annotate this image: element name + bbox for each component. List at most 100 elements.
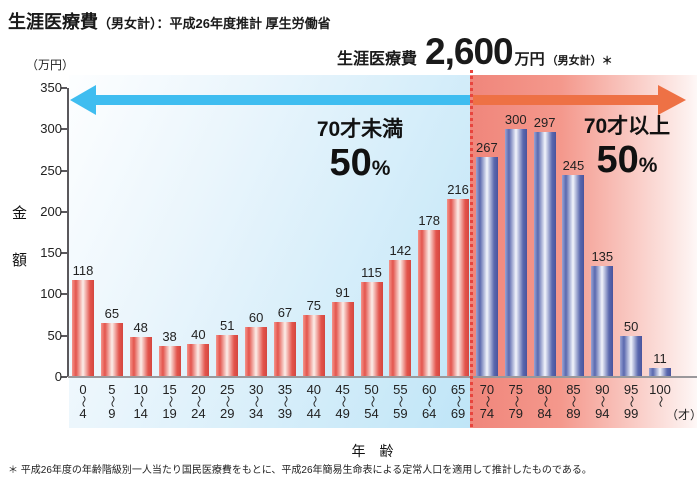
bar — [591, 266, 614, 377]
y-axis-unit: （万円） — [26, 58, 75, 72]
bar — [158, 346, 181, 377]
bar-value-label: 135 — [591, 249, 614, 264]
bar — [649, 368, 671, 377]
bar — [216, 335, 239, 377]
headline-note: （男女計）＊ — [546, 55, 613, 67]
bar-value-label: 245 — [562, 158, 585, 173]
x-axis-title: 年 齢 — [351, 443, 394, 459]
y-axis-tick — [61, 170, 67, 172]
bar — [447, 199, 470, 377]
y-axis-tick-label: 300 — [40, 121, 62, 136]
x-axis-category-label: 90 〜 94 — [595, 382, 610, 421]
annotation-under-70-label: 70才未満 — [316, 118, 404, 141]
x-axis-category-label: 0 〜 4 — [76, 382, 91, 421]
y-axis-tick — [61, 211, 67, 213]
y-axis-title: 金 額 — [12, 205, 28, 269]
x-axis-category-label: 20 〜 24 — [191, 382, 206, 421]
bar-value-label: 67 — [277, 305, 293, 320]
bar — [100, 323, 123, 377]
x-axis-category-label: 30 〜 34 — [248, 382, 264, 421]
y-axis-tick — [61, 128, 67, 130]
y-axis-tick-label: 250 — [40, 163, 62, 178]
y-axis-tick-label: 150 — [40, 245, 62, 260]
bar-value-label: 11 — [653, 351, 667, 366]
x-axis-category-label: 100 〜 — [649, 382, 671, 408]
x-axis-category-label: 10 〜 14 — [133, 382, 149, 421]
y-axis-tick — [61, 252, 67, 254]
x-axis-category-label: 80 〜 84 — [537, 382, 553, 421]
annotation-over-70-percent: 50% — [596, 139, 658, 181]
page-title-sub: （男女計）：平成26年度推計 厚生労働省 — [98, 16, 331, 31]
bar-value-label: 48 — [133, 320, 148, 335]
age-70-divider-line — [470, 70, 473, 430]
x-axis-category-label: 75 〜 79 — [508, 382, 524, 421]
headline-total-cost: 生涯医療費 2,600 万円 （男女計）＊ — [337, 33, 613, 70]
bar-value-label: 40 — [191, 327, 206, 342]
x-axis-category-label: 45 〜 49 — [335, 382, 351, 421]
bar-value-label: 60 — [248, 310, 264, 325]
bar-value-label: 300 — [504, 112, 527, 127]
annotation-under-70: 70才未満 50% — [295, 117, 425, 189]
bar — [245, 327, 268, 377]
bar — [360, 282, 383, 377]
footnote: ＊ 平成26年度の年齢階級別一人当たり国民医療費をもとに、平成26年簡易生命表に… — [8, 465, 592, 476]
x-axis-category-label: 50 〜 54 — [364, 382, 379, 421]
y-axis-tick — [61, 293, 67, 295]
bar-value-label: 75 — [306, 298, 322, 313]
y-axis-tick-label: 100 — [40, 286, 62, 301]
y-axis-tick-label: 350 — [40, 80, 62, 95]
y-axis-line — [67, 88, 69, 377]
x-axis-category-label: 35 〜 39 — [277, 382, 293, 421]
bar-value-label: 118 — [72, 263, 94, 278]
annotation-under-70-percent: 50% — [329, 142, 391, 184]
bar-value-label: 115 — [361, 265, 382, 280]
bar-value-label: 51 — [220, 318, 235, 333]
bar-value-label: 267 — [476, 140, 498, 155]
y-axis-tick-label: 50 — [47, 328, 62, 343]
y-axis-tick-label: 0 — [54, 369, 62, 384]
bar — [418, 230, 441, 377]
bar-value-label: 65 — [104, 306, 120, 321]
bar-value-label: 38 — [162, 329, 177, 344]
bar — [533, 132, 556, 377]
headline-unit: 万円 — [514, 51, 545, 68]
bar-value-label: 216 — [447, 182, 469, 197]
x-axis-category-label: 5 〜 9 — [105, 382, 120, 421]
x-axis-line — [68, 376, 697, 378]
page-title-main: 生涯医療費 — [8, 12, 98, 32]
under-70-arrow — [94, 95, 470, 105]
bar — [389, 260, 412, 377]
bar — [331, 302, 354, 377]
bar-value-label: 91 — [335, 285, 350, 300]
y-axis-tick — [61, 335, 67, 337]
over-70-arrow-head-icon — [658, 85, 686, 115]
bar-value-label: 178 — [418, 213, 441, 228]
bar — [129, 337, 152, 377]
over-70-arrow — [473, 95, 659, 105]
bar — [504, 129, 527, 377]
x-axis-unit: （才） — [666, 408, 700, 422]
x-axis-category-label: 65 〜 69 — [450, 382, 466, 421]
x-axis-category-label: 15 〜 19 — [162, 382, 178, 421]
y-axis-tick-label: 200 — [40, 204, 62, 219]
x-axis-category-label: 85 〜 89 — [566, 382, 581, 421]
headline-label: 生涯医療費 — [337, 51, 418, 68]
page-title: 生涯医療費（男女計）：平成26年度推計 厚生労働省 — [8, 8, 331, 34]
under-70-arrow-head-icon — [70, 85, 96, 115]
x-axis-category-label: 95 〜 99 — [623, 382, 639, 421]
y-axis-tick — [61, 376, 67, 378]
annotation-over-70-label: 70才以上 — [583, 115, 671, 138]
bar — [562, 175, 585, 377]
x-axis-category-label: 25 〜 29 — [220, 382, 235, 421]
bar-value-label: 50 — [623, 319, 639, 334]
x-axis-category-label: 60 〜 64 — [421, 382, 437, 421]
bar — [620, 336, 643, 377]
headline-value: 2,600 — [425, 31, 514, 72]
bar — [72, 280, 94, 377]
y-axis-tick — [61, 87, 67, 89]
annotation-over-70: 70才以上 50% — [562, 114, 692, 186]
bar — [475, 157, 498, 377]
bar — [302, 315, 325, 377]
bar — [273, 322, 296, 377]
